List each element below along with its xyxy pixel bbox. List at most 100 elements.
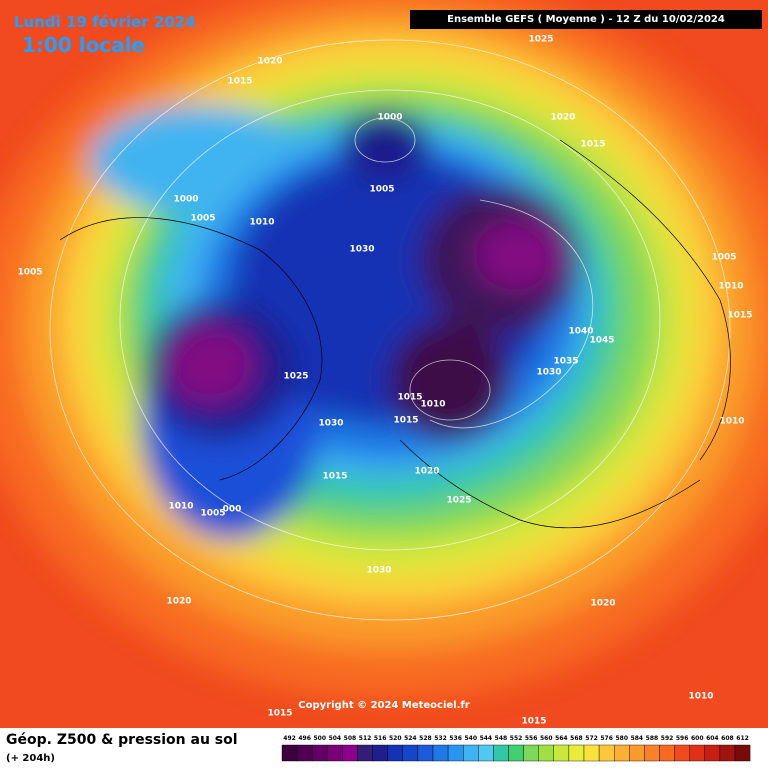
scale-label: 588 xyxy=(646,735,659,742)
coastlines xyxy=(59,139,731,529)
isobar-label: 1030 xyxy=(366,566,391,576)
isobar-label: 1010 xyxy=(718,282,743,292)
isobar-label: 1005 xyxy=(190,214,215,224)
scale-label: 564 xyxy=(555,735,568,742)
scale-cell xyxy=(432,744,449,762)
scale-cell xyxy=(523,744,539,762)
scale-cell xyxy=(387,744,404,762)
scale-label: 608 xyxy=(721,735,734,742)
scale-label: 512 xyxy=(359,735,372,742)
isobar-label: 1015 xyxy=(322,472,347,482)
isobar-label: 1005 xyxy=(200,509,225,519)
scale-cell xyxy=(281,744,298,762)
scale-label: 612 xyxy=(736,735,749,742)
scale-cell xyxy=(674,744,690,762)
scale-cell xyxy=(327,744,343,762)
isobar-label: 1015 xyxy=(397,393,422,403)
lead-time: (+ 204h) xyxy=(6,753,55,764)
scale-cell xyxy=(402,744,419,762)
scale-cell xyxy=(689,744,706,762)
scale-label: 496 xyxy=(298,735,311,742)
scale-label: 500 xyxy=(313,735,326,742)
scale-label: 592 xyxy=(661,735,674,742)
isobar-label: 1010 xyxy=(168,502,193,512)
isobar-label: 1020 xyxy=(166,597,191,607)
isobar-label: 1025 xyxy=(528,35,553,45)
scale-label: 516 xyxy=(374,735,387,742)
isobar-label: 1020 xyxy=(257,57,282,67)
isobar-label: 000 xyxy=(223,505,242,515)
scale-cell xyxy=(357,744,373,762)
isobar-label: 1025 xyxy=(446,496,471,506)
scale-label: 504 xyxy=(329,735,342,742)
scale-cell xyxy=(538,744,555,762)
scale-cell xyxy=(644,744,660,762)
isobars xyxy=(49,39,731,621)
scale-label: 528 xyxy=(419,735,432,742)
scale-cell xyxy=(614,744,630,762)
isobar-label: 1005 xyxy=(369,185,394,195)
isobar-label: 1040 xyxy=(568,327,593,337)
isobar-label: 1015 xyxy=(267,709,292,719)
scale-label: 492 xyxy=(283,735,296,742)
isobar-label: 1015 xyxy=(580,140,605,150)
scale-cell xyxy=(417,744,434,762)
isobar-label: 1020 xyxy=(590,599,615,609)
scale-cell xyxy=(553,744,570,762)
isobar-label: 1010 xyxy=(719,417,744,427)
scale-cell xyxy=(719,744,736,762)
isobar-label: 1010 xyxy=(688,692,713,702)
scale-cell xyxy=(296,744,313,762)
isobar-label: 1025 xyxy=(283,372,308,382)
isobar-label: 1020 xyxy=(550,113,575,123)
scale-label: 580 xyxy=(615,735,628,742)
scale-label: 536 xyxy=(449,735,462,742)
scale-label: 576 xyxy=(600,735,613,742)
scale-cell xyxy=(493,744,509,762)
run-info: Ensemble GEFS ( Moyenne ) - 12 Z du 10/0… xyxy=(447,14,725,25)
scale-label: 548 xyxy=(495,735,508,742)
scale-cell xyxy=(312,744,328,762)
isobar-label: 1015 xyxy=(521,717,546,727)
isobar-label: 1000 xyxy=(173,195,198,205)
scale-label: 508 xyxy=(344,735,357,742)
scale-label: 604 xyxy=(706,735,719,742)
isobar-label: 1030 xyxy=(536,368,561,378)
isobar-label: 1030 xyxy=(318,419,343,429)
scale-cell xyxy=(463,744,479,762)
scale-cell xyxy=(629,744,645,762)
scale-label: 524 xyxy=(404,735,417,742)
run-box xyxy=(410,10,762,29)
scale-label: 540 xyxy=(464,735,477,742)
isobar-label: 1010 xyxy=(249,218,274,228)
scale-cell xyxy=(508,744,524,762)
scale-cell xyxy=(447,744,464,762)
scale-label: 532 xyxy=(434,735,447,742)
copyright: Copyright © 2024 Meteociel.fr xyxy=(298,700,469,711)
isobar-labels: 1025 1020 1015 1000 1020 1015 1005 1000 1005 1010… xyxy=(17,35,752,727)
scale-cell xyxy=(734,744,751,762)
isobar-label: 1005 xyxy=(17,268,42,278)
scale-label: 568 xyxy=(570,735,583,742)
isobar-label: 1010 xyxy=(420,400,445,410)
scale-label: 596 xyxy=(676,735,689,742)
scale-cell xyxy=(342,744,358,762)
scale-label: 552 xyxy=(510,735,523,742)
scale-label: 584 xyxy=(631,735,644,742)
color-scale: 492 496 500 504 508 512 516 520 524 528 532 536 540 5… xyxy=(281,735,751,762)
isobar-label: 1030 xyxy=(349,245,374,255)
scale-label: 560 xyxy=(540,735,553,742)
isobar-label: 1035 xyxy=(553,357,578,367)
isobar-label: 1005 xyxy=(711,253,736,263)
local-time: 1:00 locale xyxy=(22,33,145,57)
isobar-label: 1015 xyxy=(227,77,252,87)
scale-cell xyxy=(704,744,721,762)
isobar-label: 1015 xyxy=(727,311,752,321)
isobar-label: 1020 xyxy=(414,467,439,477)
scale-label: 556 xyxy=(525,735,538,742)
isobar-label: 1015 xyxy=(393,416,418,426)
footer-title: Géop. Z500 & pression au sol xyxy=(6,732,238,748)
scale-cell xyxy=(659,744,675,762)
